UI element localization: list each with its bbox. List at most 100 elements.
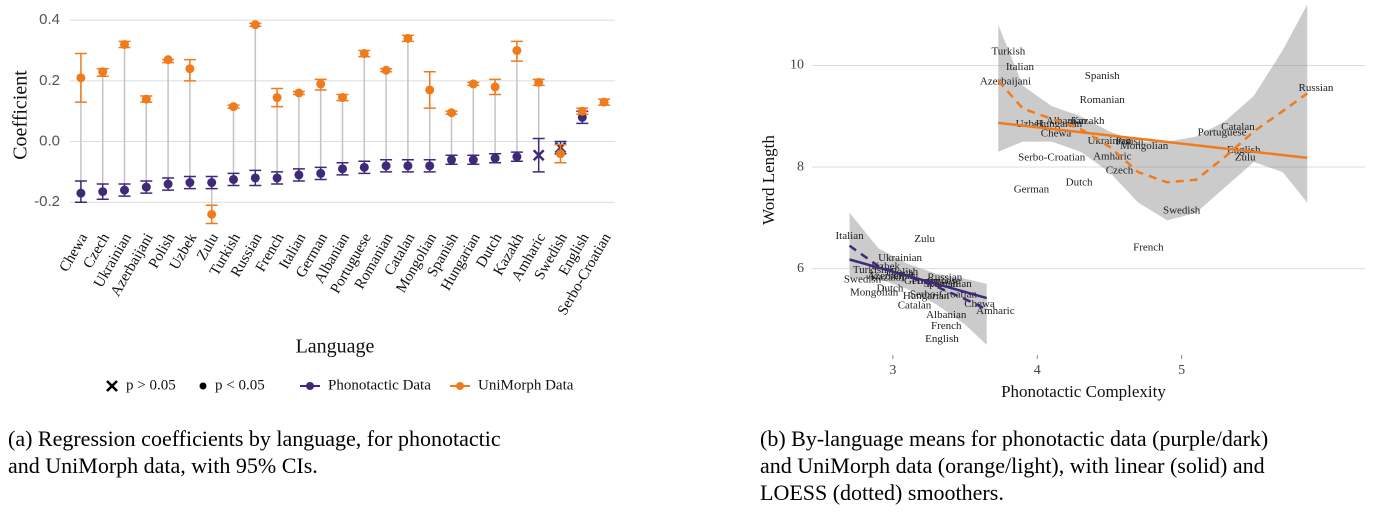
dot: [403, 33, 413, 43]
dot: [207, 209, 217, 219]
point-label: Kazakh: [870, 271, 904, 283]
point-label: Russian: [1298, 82, 1333, 94]
dot: [272, 93, 282, 103]
point-label: Italian: [1006, 61, 1035, 73]
point-label: Portuguese: [1198, 127, 1247, 139]
dot: [207, 178, 217, 188]
dot: [512, 152, 522, 162]
dot: [490, 153, 500, 163]
caption-line: and UniMorph data, with 95% CIs.: [8, 453, 318, 478]
dot: [76, 188, 86, 198]
point-label: German: [1014, 183, 1050, 195]
point-label: Russian: [927, 271, 962, 283]
dot: [229, 174, 238, 184]
point-label: Albanian: [1046, 115, 1087, 127]
dot: [359, 49, 369, 59]
point-label: Mongolian: [850, 287, 899, 299]
dot: [316, 79, 326, 89]
point-label: Czech: [1106, 165, 1134, 177]
dot: [468, 79, 478, 89]
y-tick-label: 0.2: [39, 72, 60, 89]
y-tick-label: 8: [797, 159, 804, 174]
dot: [599, 97, 609, 107]
dot: [98, 67, 108, 77]
point-label: Mongolian: [1120, 140, 1169, 152]
x-tick-label: 4: [1034, 363, 1041, 378]
x-tick-label: 5: [1178, 363, 1185, 378]
dot: [403, 161, 413, 171]
dot: [294, 170, 304, 180]
dot: [250, 20, 260, 30]
point-label: Dutch: [1066, 176, 1093, 188]
point-label: Catalan: [1221, 121, 1255, 133]
dot: [185, 178, 195, 188]
y-tick-label: -0.2: [34, 193, 60, 210]
legend-dot: [306, 382, 314, 390]
point-label: Kazakh: [1071, 115, 1105, 127]
dot: [425, 85, 435, 95]
point-label: Hungarian: [903, 290, 950, 302]
legend-dot: [456, 382, 464, 390]
dot: [338, 164, 347, 174]
linear-line: [849, 258, 988, 300]
dot: [76, 73, 86, 83]
point-label: Spanish: [1085, 70, 1120, 82]
dot: [185, 64, 195, 74]
dot: [163, 179, 173, 189]
point-label: Swedish: [1163, 204, 1201, 216]
loess-line: [997, 79, 1308, 184]
point-label: Ukrainian: [1087, 135, 1131, 147]
caption: (b) By-language means for phonotactic da…: [760, 425, 1268, 506]
dot: [294, 88, 304, 98]
caption-line: and UniMorph data (orange/light), with l…: [760, 453, 1265, 478]
dot: [98, 187, 108, 197]
caption-line: (b) By-language means for phonotactic da…: [760, 426, 1269, 451]
point-label: Portuguese: [912, 275, 961, 287]
linear-line: [998, 121, 1308, 160]
point-label: Zulu: [914, 233, 935, 245]
point-label: Swedish: [844, 273, 882, 285]
legend-label: UniMorph Data: [478, 377, 574, 393]
caption: (a) Regression coefficients by language,…: [8, 425, 501, 479]
dot: [250, 173, 260, 183]
y-axis-label: Word Length: [759, 135, 778, 225]
point-label: Catalan: [898, 299, 932, 311]
dot: [381, 65, 391, 75]
point-label: Italian: [835, 230, 864, 242]
dot: [359, 162, 369, 172]
dot: [447, 155, 456, 165]
legend-label: Phonotactic Data: [328, 377, 431, 393]
point-label: Azerbaijani: [867, 270, 918, 282]
point-label: Uzbek: [871, 261, 900, 273]
dot: [512, 46, 522, 56]
dot: [556, 149, 565, 159]
dot: [338, 93, 347, 103]
x-axis-label: Language: [296, 336, 375, 358]
cross: [532, 149, 545, 162]
legend-dot: [199, 382, 207, 390]
point-label: Zulu: [1235, 151, 1256, 163]
point-label: English: [925, 333, 959, 345]
dot: [468, 155, 478, 165]
y-tick-label: 6: [797, 261, 804, 276]
point-label: Albanian: [926, 309, 967, 321]
legend-label: p < 0.05: [215, 377, 265, 393]
dot: [120, 39, 129, 49]
point-label: French: [1133, 241, 1164, 253]
x-tick-label: 3: [889, 363, 896, 378]
dot: [229, 102, 238, 112]
caption-line: (a) Regression coefficients by language,…: [8, 426, 501, 451]
dot: [120, 185, 129, 195]
dot: [425, 161, 435, 171]
dot: [316, 168, 326, 178]
point-label: Hungarian: [1036, 118, 1083, 130]
point-label: Dutch: [877, 282, 904, 294]
dot: [141, 182, 151, 192]
dot: [272, 173, 282, 183]
point-label: French: [931, 320, 962, 332]
dot: [490, 82, 500, 92]
point-label: Amharic: [976, 305, 1015, 317]
dot: [447, 108, 456, 118]
point-label: Azerbaijani: [980, 76, 1031, 88]
point-label: Turkish: [991, 45, 1025, 57]
